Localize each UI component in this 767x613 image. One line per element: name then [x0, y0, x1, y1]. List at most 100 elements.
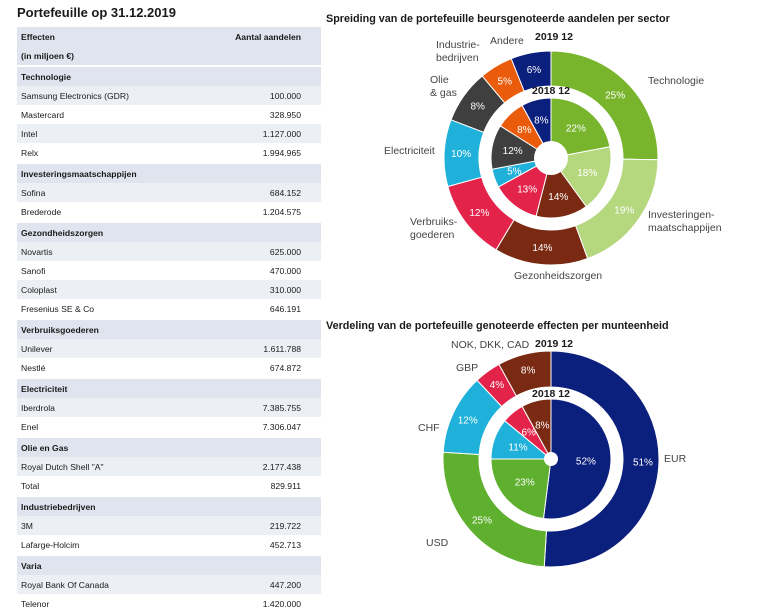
slice-value-label: 8% [535, 421, 550, 432]
section-header: Gezondheidszorgen [17, 223, 321, 242]
table-row-label: 3M [21, 520, 33, 531]
section-header: Technologie [17, 67, 321, 86]
table-row-label: Coloplast [21, 284, 57, 295]
table-row-value: 219.722 [269, 520, 301, 531]
slice-value-label: 12% [458, 415, 478, 426]
category-label: EUR [664, 453, 687, 465]
inner_ring_label-year-label: 2018 12 [532, 388, 570, 400]
sector-chart-title: Spreiding van de portefeuille beursgenot… [326, 13, 670, 25]
outer_ring_label-year-label: 2019 12 [535, 338, 573, 350]
table-row-value: 674.872 [269, 362, 301, 373]
sector-donut-chart: 25% 19% 14% 12% 10% 8% 5% 6% 22% 18% 14% 13% 5% 12% 8%… [384, 31, 722, 282]
table-row-label: Sofina [21, 187, 46, 198]
section-header: Varia [17, 556, 321, 575]
slice-value-label: 51% [633, 457, 653, 468]
donut-hole [544, 452, 558, 466]
page-title: Portefeuille op 31.12.2019 [17, 5, 176, 20]
slice-value-label: 5% [498, 76, 513, 87]
section-header-label: Technologie [21, 71, 71, 82]
table-row: Royal Bank Of Canada 447.200 [17, 575, 321, 594]
slice-value-label: 8% [521, 365, 536, 376]
table-row-value: 1.994.965 [262, 147, 301, 158]
section-header-label: Investeringsmaatschappijen [21, 168, 137, 179]
section-header: Industriebedrijven [17, 497, 321, 516]
category-label: Industrie-bedrijven [436, 39, 480, 64]
table-row-value: 1.420.000 [262, 598, 301, 609]
table-row-value: 310.000 [269, 284, 301, 295]
table-row: Iberdrola 7.385.755 [17, 398, 321, 417]
table-row-value: 7.306.047 [262, 421, 301, 432]
table-row-value: 1.611.788 [263, 343, 301, 354]
table-row-label: Unilever [21, 343, 53, 354]
table-row-value: 7.385.755 [262, 402, 301, 413]
section-header: Olie en Gas [17, 438, 321, 457]
category-label: GBP [456, 362, 478, 374]
section-header-label: Verbruiksgoederen [21, 324, 99, 335]
slice-inner [521, 398, 552, 460]
table-row-value: 2.177.438 [262, 461, 301, 472]
category-label: Olie & gas [430, 74, 457, 99]
slice-value-label: 8% [517, 125, 532, 136]
table-row-label: Nestlé [21, 362, 46, 373]
table-row-label: Novartis [21, 246, 53, 257]
portfolio-table: Effecten Aantal aandelen (in miljoen €) Tec… [17, 27, 321, 613]
slice-value-label: 12% [503, 146, 523, 157]
section-header: Verbruiksgoederen [17, 320, 321, 339]
table-row-value: 646.191 [269, 303, 301, 314]
slice-value-label: 14% [532, 243, 552, 254]
table-row-label: Relx [21, 147, 39, 158]
section-header-label: Gezondheidszorgen [21, 227, 104, 238]
table-row: 3M 219.722 [17, 516, 321, 535]
inner_ring_label-year-label: 2018 12 [532, 85, 570, 97]
slice-value-label: 6% [527, 65, 542, 76]
table-header-value: Aantal aandelen [235, 31, 301, 42]
slice-value-label: 52% [576, 457, 596, 468]
category-label: Electriciteit [384, 145, 435, 157]
slice-value-label: 23% [515, 478, 535, 489]
table-row: Sanofi 470.000 [17, 261, 321, 280]
table-row: Mastercard 328.950 [17, 105, 321, 124]
currency-chart-title: Verdeling van de portefeuille genoteerde… [326, 320, 669, 332]
table-row-label: Royal Dutch Shell "A" [21, 461, 104, 472]
table-row-label: Enel [21, 421, 39, 432]
table-unit-label: (in miljoen €) [21, 50, 74, 61]
table-row-value: 1.127.000 [262, 128, 301, 139]
table-row-value: 470.000 [269, 265, 301, 276]
table-row-value: 829.911 [270, 480, 301, 491]
section-header-label: Varia [21, 560, 42, 571]
outer_ring_label-year-label: 2019 12 [535, 31, 573, 43]
section-header: Investeringsmaatschappijen [17, 164, 321, 183]
table-row: Brederode 1.204.575 [17, 202, 321, 221]
slice-value-label: 25% [472, 515, 492, 526]
section-header: Electriciteit [17, 379, 321, 398]
table-row: Enel 7.306.047 [17, 417, 321, 436]
table-row: Lafarge-Holcim 452.713 [17, 535, 321, 554]
table-row-value: 100.000 [269, 90, 301, 101]
table-row-value: 1.204.575 [262, 206, 301, 217]
table-row-label: Royal Bank Of Canada [21, 579, 109, 590]
table-row-value: 684.152 [269, 187, 301, 198]
table-row: Sofina 684.152 [17, 183, 321, 202]
section-header-label: Electriciteit [21, 383, 68, 394]
slice-value-label: 22% [566, 123, 586, 134]
table-row: Novartis 625.000 [17, 242, 321, 261]
slice-value-label: 10% [451, 149, 471, 160]
table-row-label: Telenor [21, 598, 50, 609]
table-row-value: 447.200 [269, 579, 301, 590]
section-header-label: Industriebedrijven [21, 501, 96, 512]
table-row: Nestlé 674.872 [17, 358, 321, 377]
slice-value-label: 8% [470, 101, 485, 112]
category-label: Gezonheidszorgen [514, 270, 602, 282]
table-row-label: Samsung Electronics (GDR) [21, 90, 129, 101]
category-label: CHF [418, 422, 440, 434]
table-row-label: Total [21, 480, 40, 491]
table-row-label: Lafarge-Holcim [21, 539, 80, 550]
slice-value-label: 14% [548, 192, 568, 203]
slice-value-label: 12% [469, 208, 489, 219]
table-row: Royal Dutch Shell "A" 2.177.438 [17, 457, 321, 476]
slice-value-label: 13% [517, 184, 537, 195]
category-label: USD [426, 537, 449, 549]
slice-inner [542, 398, 612, 520]
slice-value-label: 11% [508, 443, 527, 454]
